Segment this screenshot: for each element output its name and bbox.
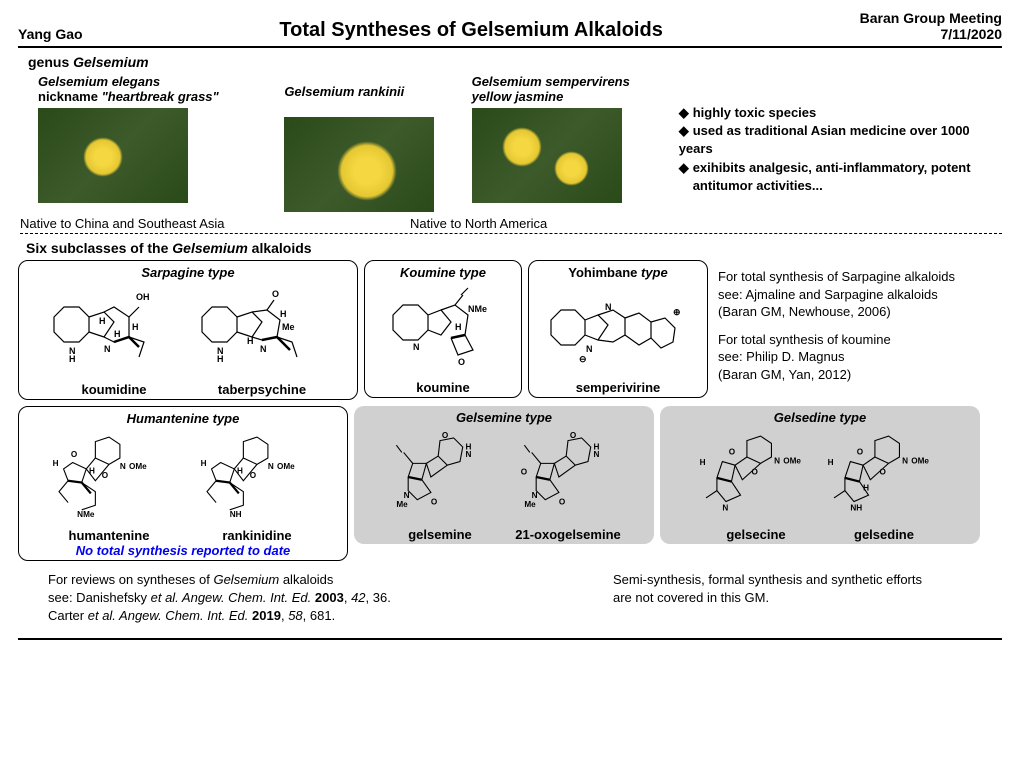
- photo-elegans: [38, 108, 188, 203]
- svg-text:H: H: [700, 458, 706, 467]
- side-references: For total synthesis of Sarpagine alkaloi…: [718, 268, 988, 383]
- gelsecine-structure: H O O N OMe N: [696, 427, 816, 527]
- svg-text:H: H: [132, 322, 139, 332]
- svg-text:H: H: [201, 459, 207, 468]
- properties-list: highly toxic species used as traditional…: [679, 104, 1002, 212]
- svg-text:N: N: [774, 456, 780, 465]
- svg-text:Me: Me: [282, 322, 295, 332]
- svg-text:OMe: OMe: [277, 462, 295, 471]
- svg-text:O: O: [521, 467, 528, 476]
- humantenine-structure: H O O N OMe NMe H: [39, 428, 179, 528]
- svg-text:O: O: [879, 467, 886, 476]
- page-title: Total Syntheses of Gelsemium Alkaloids: [83, 19, 860, 42]
- photo-rankinii: [284, 117, 434, 212]
- svg-text:⊖: ⊖: [579, 354, 587, 364]
- svg-text:N: N: [104, 344, 111, 354]
- koumine-structure: NMe H N O: [383, 280, 503, 380]
- svg-text:H: H: [99, 316, 106, 326]
- gelsemine-box: Gelsemine type O HN N Me O gelsemine: [354, 406, 654, 544]
- svg-text:NMe: NMe: [468, 304, 487, 314]
- koumine-box: Koumine type NMe H N O koumine: [364, 260, 522, 398]
- author: Yang Gao: [18, 26, 83, 42]
- svg-text:N: N: [722, 504, 728, 513]
- svg-text:OMe: OMe: [129, 462, 147, 471]
- meeting-info: Baran Group Meeting 7/11/2020: [860, 10, 1002, 42]
- svg-text:O: O: [102, 471, 109, 480]
- sarpagine-box: Sarpagine type OH H N NH H H koumidi: [18, 260, 358, 400]
- koumidine-structure: OH H N NH H H: [44, 282, 184, 382]
- svg-text:O: O: [442, 431, 449, 440]
- svg-text:NH: NH: [850, 504, 862, 513]
- svg-text:NH: NH: [230, 510, 242, 519]
- svg-text:⊕: ⊕: [673, 307, 681, 317]
- photo-sempervirens: [472, 108, 622, 203]
- svg-text:O: O: [729, 447, 736, 456]
- species-elegans: Gelsemium elegans nickname "heartbreak g…: [38, 74, 264, 212]
- svg-text:OMe: OMe: [783, 456, 801, 465]
- footer-references: For reviews on syntheses of Gelsemium al…: [48, 571, 982, 626]
- svg-text:H: H: [89, 466, 95, 475]
- species-row: Gelsemium elegans nickname "heartbreak g…: [38, 74, 1002, 212]
- taberpsychine-structure: O H Me N NH H: [192, 282, 332, 382]
- svg-text:N: N: [586, 344, 593, 354]
- svg-text:N: N: [404, 491, 410, 500]
- footer-left: For reviews on syntheses of Gelsemium al…: [48, 571, 391, 626]
- date: 7/11/2020: [860, 26, 1002, 42]
- svg-text:N: N: [902, 456, 908, 465]
- svg-text:Me: Me: [524, 500, 536, 509]
- svg-text:H: H: [828, 458, 834, 467]
- gelsedine-box: Gelsedine type H O O N OMe N gelseci: [660, 406, 980, 544]
- page-header: Yang Gao Total Syntheses of Gelsemium Al…: [18, 10, 1002, 48]
- oxogelsemine-structure: O HN N Me O O: [508, 427, 628, 527]
- species-sempervirens: Gelsemium sempervirens yellow jasmine: [472, 74, 649, 212]
- svg-text:H: H: [237, 466, 243, 475]
- svg-text:O: O: [559, 497, 566, 506]
- svg-text:OMe: OMe: [911, 456, 929, 465]
- semperivirine-structure: N ⊕ N ⊖: [538, 280, 698, 380]
- svg-text:OH: OH: [136, 292, 150, 302]
- svg-text:O: O: [272, 289, 279, 299]
- types-row-1: Sarpagine type OH H N NH H H koumidi: [18, 260, 1002, 400]
- svg-text:N: N: [605, 302, 612, 312]
- gelsemine-structure: O HN N Me O: [380, 427, 500, 527]
- native-regions: Native to China and Southeast Asia Nativ…: [20, 216, 1002, 234]
- svg-text:O: O: [250, 471, 257, 480]
- footer-right: Semi-synthesis, formal synthesis and syn…: [613, 571, 922, 626]
- svg-text:O: O: [857, 447, 864, 456]
- species-rankinii: Gelsemium rankinii: [284, 84, 451, 212]
- yohimbane-box: Yohimbane type N ⊕ N ⊖ semperivirine: [528, 260, 708, 398]
- svg-text:H: H: [53, 459, 59, 468]
- svg-text:O: O: [431, 497, 438, 506]
- humantenine-box: Humantenine type H O O N OMe NMe H: [18, 406, 348, 561]
- svg-text:N: N: [260, 344, 267, 354]
- svg-text:H: H: [114, 329, 121, 339]
- gelsedine-structure: H O O N OMe NH H: [824, 427, 944, 527]
- genus-heading: genus Gelsemium: [28, 54, 1002, 70]
- svg-text:N: N: [120, 462, 126, 471]
- svg-text:N: N: [532, 491, 538, 500]
- svg-text:O: O: [71, 450, 78, 459]
- types-row-2: Humantenine type H O O N OMe NMe H: [18, 406, 1002, 561]
- svg-text:O: O: [570, 431, 577, 440]
- rankinidine-structure: H O N OMe NH H: [187, 428, 327, 528]
- svg-text:H: H: [247, 336, 254, 346]
- bottom-rule: [18, 638, 1002, 640]
- subclass-heading: Six subclasses of the Gelsemium alkaloid…: [26, 240, 1002, 256]
- svg-text:Me: Me: [396, 500, 408, 509]
- svg-text:N: N: [268, 462, 274, 471]
- svg-text:O: O: [458, 357, 465, 367]
- svg-text:O: O: [751, 467, 758, 476]
- svg-text:H: H: [280, 309, 287, 319]
- svg-text:H: H: [69, 354, 76, 364]
- svg-text:N: N: [593, 450, 599, 459]
- group-name: Baran Group Meeting: [860, 10, 1002, 26]
- svg-text:H: H: [863, 484, 869, 493]
- svg-text:N: N: [413, 342, 420, 352]
- svg-text:N: N: [465, 450, 471, 459]
- svg-text:NMe: NMe: [77, 510, 95, 519]
- svg-text:H: H: [455, 322, 462, 332]
- svg-text:H: H: [217, 354, 224, 364]
